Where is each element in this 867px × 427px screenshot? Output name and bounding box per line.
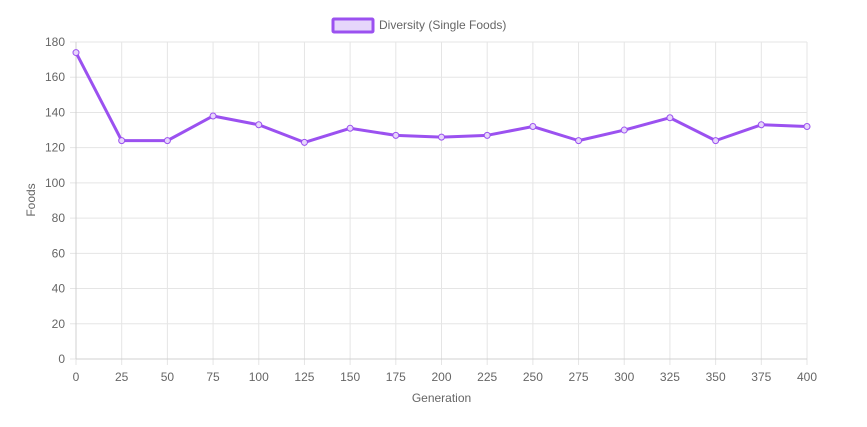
data-point[interactable] bbox=[346, 124, 354, 132]
x-tick-label: 150 bbox=[340, 370, 360, 384]
data-point[interactable] bbox=[438, 133, 445, 141]
grid bbox=[70, 41, 808, 365]
x-tick-label: 75 bbox=[206, 370, 220, 384]
y-tick-label: 40 bbox=[52, 282, 66, 296]
data-point[interactable] bbox=[803, 123, 811, 131]
x-tick-label: 100 bbox=[249, 370, 269, 384]
y-tick-label: 0 bbox=[58, 352, 65, 366]
data-point[interactable] bbox=[209, 112, 217, 120]
data-point[interactable] bbox=[666, 114, 674, 122]
x-tick-label: 25 bbox=[115, 370, 129, 384]
y-tick-label: 140 bbox=[45, 105, 65, 119]
x-tick-label: 125 bbox=[294, 370, 314, 384]
x-tick-label: 300 bbox=[614, 370, 634, 384]
y-tick-label: 100 bbox=[45, 176, 65, 190]
data-point[interactable] bbox=[575, 137, 583, 145]
y-axis-title: Foods bbox=[24, 183, 38, 216]
data-point[interactable] bbox=[118, 137, 126, 145]
y-tick-labels: 0 20 40 60 80 100 120 140 160 180 bbox=[45, 35, 65, 366]
data-point[interactable] bbox=[529, 123, 537, 131]
legend[interactable]: Diversity (Single Foods) bbox=[331, 17, 506, 34]
data-point[interactable] bbox=[300, 138, 308, 146]
series-layer bbox=[72, 49, 811, 146]
axes bbox=[75, 42, 807, 360]
x-tick-label: 225 bbox=[477, 370, 497, 384]
x-tick-label: 175 bbox=[386, 370, 406, 384]
y-tick-label: 120 bbox=[45, 141, 65, 155]
x-tick-label: 0 bbox=[73, 370, 80, 384]
data-point[interactable] bbox=[72, 49, 80, 57]
y-tick-label: 180 bbox=[45, 35, 65, 49]
x-tick-label: 350 bbox=[706, 370, 726, 384]
data-point[interactable] bbox=[255, 121, 263, 129]
x-tick-label: 200 bbox=[431, 370, 451, 384]
x-tick-label: 250 bbox=[523, 370, 543, 384]
y-tick-label: 160 bbox=[45, 70, 65, 84]
x-tick-labels: 0 25 50 75 100 125 150 175 200 225 250 275 300 325 350… bbox=[73, 370, 818, 384]
y-tick-label: 20 bbox=[52, 317, 66, 331]
x-tick-label: 50 bbox=[161, 370, 175, 384]
data-point[interactable] bbox=[483, 131, 491, 139]
x-tick-label: 375 bbox=[751, 370, 771, 384]
x-tick-label: 400 bbox=[797, 370, 817, 384]
data-point[interactable] bbox=[620, 126, 628, 134]
data-point[interactable] bbox=[757, 121, 765, 129]
data-point[interactable] bbox=[163, 137, 171, 145]
x-tick-label: 275 bbox=[569, 370, 589, 384]
x-tick-label: 325 bbox=[660, 370, 680, 384]
data-point[interactable] bbox=[712, 137, 720, 145]
legend-label[interactable]: Diversity (Single Foods) bbox=[379, 18, 506, 32]
data-point[interactable] bbox=[392, 131, 400, 139]
y-tick-label: 60 bbox=[52, 246, 66, 260]
legend-swatch[interactable] bbox=[331, 17, 375, 34]
x-axis-title: Generation bbox=[412, 391, 471, 405]
y-tick-label: 80 bbox=[52, 211, 66, 225]
